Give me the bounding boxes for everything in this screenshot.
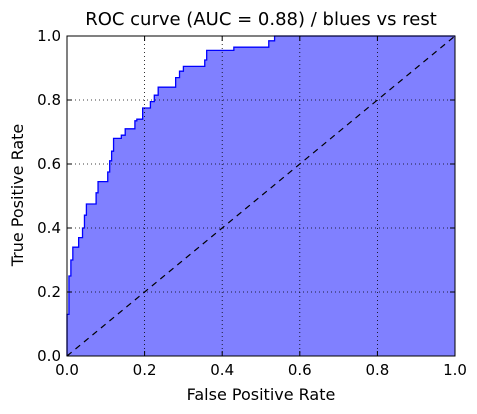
x-tick-label: 0.0 — [55, 361, 79, 379]
x-tick-label: 0.8 — [365, 361, 389, 379]
x-tick-label: 0.6 — [288, 361, 312, 379]
y-tick-label: 0.8 — [37, 91, 61, 109]
y-tick-label: 1.0 — [37, 27, 61, 45]
y-tick-label: 0.2 — [37, 283, 61, 301]
x-tick-label: 1.0 — [443, 361, 467, 379]
y-tick-label: 0.6 — [37, 155, 61, 173]
y-tick-label: 0.4 — [37, 219, 61, 237]
chance-diagonal-line — [66, 35, 456, 357]
plot-frame — [66, 35, 456, 357]
y-axis-label: True Positive Rate — [8, 124, 27, 268]
chart-title: ROC curve (AUC = 0.88) / blues vs rest — [85, 9, 437, 30]
roc-curve-line — [66, 35, 455, 356]
x-axis-label: False Positive Rate — [187, 385, 336, 404]
y-tick-label: 0.0 — [37, 347, 61, 365]
x-tick-label: 0.2 — [133, 361, 157, 379]
x-tick-label: 0.4 — [210, 361, 234, 379]
